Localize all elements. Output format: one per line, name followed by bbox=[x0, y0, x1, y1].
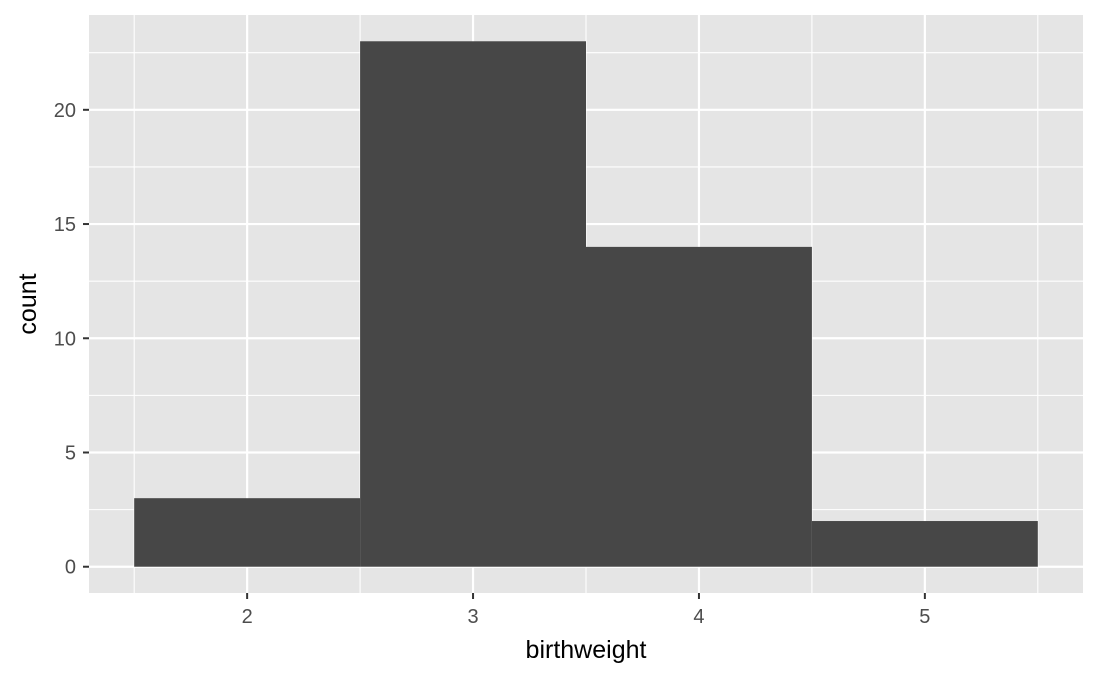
y-tick-label: 10 bbox=[54, 328, 76, 350]
y-tick-label: 20 bbox=[54, 100, 76, 122]
y-tick-label: 5 bbox=[65, 442, 76, 464]
y-axis: 0 5 10 15 20 bbox=[54, 100, 89, 579]
histogram-bar bbox=[811, 521, 1038, 567]
y-tick-label: 15 bbox=[54, 214, 76, 236]
y-axis-title: count bbox=[14, 273, 42, 334]
x-tick-label: 3 bbox=[467, 606, 478, 628]
x-tick-label: 4 bbox=[693, 606, 704, 628]
x-axis: 2 3 4 5 bbox=[242, 593, 930, 628]
histogram-bars bbox=[134, 41, 1038, 567]
x-tick-label: 5 bbox=[919, 606, 930, 628]
histogram-bar bbox=[360, 41, 586, 567]
histogram-bar bbox=[586, 246, 812, 567]
x-axis-title: birthweight bbox=[526, 636, 647, 664]
histogram-bar bbox=[134, 498, 361, 567]
y-tick-label: 0 bbox=[65, 557, 76, 579]
x-tick-label: 2 bbox=[242, 606, 253, 628]
